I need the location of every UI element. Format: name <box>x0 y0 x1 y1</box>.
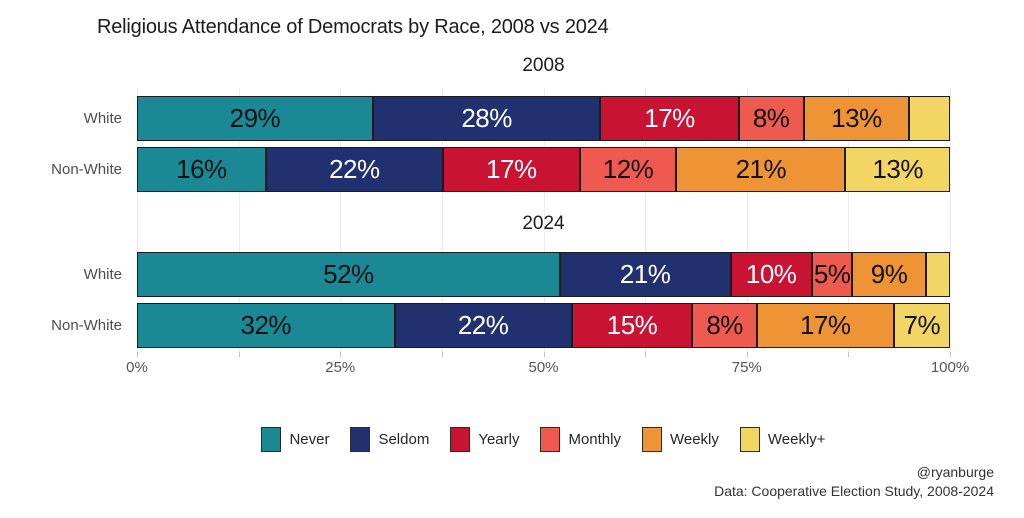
legend-item-weekly-plus: Weekly+ <box>739 427 826 452</box>
row-label: White <box>83 266 122 283</box>
bar-segment-weekly: 21% <box>676 147 846 192</box>
bar-segment-seldom: 22% <box>265 147 443 192</box>
x-axis-tick <box>645 352 647 357</box>
x-axis-tick <box>137 352 138 357</box>
bar-2024-white: 52% 21% 10% 5% 9% <box>137 252 951 297</box>
bar-segment-never: 16% <box>137 147 266 192</box>
gridline <box>848 88 850 354</box>
x-axis-tick <box>340 352 342 357</box>
x-axis-label: 50% <box>528 359 559 376</box>
legend-label: Weekly+ <box>767 431 826 448</box>
bar-2008-white: 29% 28% 17% 8% 13% <box>137 96 950 141</box>
legend-swatch-monthly <box>540 427 561 452</box>
bar-2024-non-white: 32% 22% 15% 8% 17% 7% <box>137 303 950 348</box>
x-axis-tick <box>238 352 240 357</box>
bar-segment-yearly: 10% <box>730 252 812 297</box>
panel-title-2024: 2024 <box>522 213 565 234</box>
gridline <box>645 88 647 354</box>
bar-segment-weekly-plus: 7% <box>893 303 950 348</box>
bar-segment-seldom: 28% <box>372 96 601 141</box>
x-axis-label: 75% <box>731 359 762 376</box>
legend-item-yearly: Yearly <box>450 427 519 452</box>
gridline <box>340 88 342 354</box>
attribution-source: Data: Cooperative Election Study, 2008-2… <box>714 483 994 499</box>
bar-segment-weekly-plus <box>925 252 951 297</box>
legend-label: Yearly <box>478 431 520 448</box>
gridline <box>441 88 443 354</box>
bar-segment-seldom: 22% <box>394 303 572 348</box>
bar-segment-never: 32% <box>137 303 395 348</box>
bar-segment-seldom: 21% <box>559 252 731 297</box>
legend-swatch-seldom <box>350 427 371 452</box>
bar-segment-weekly-plus <box>909 96 950 141</box>
chart-title: Religious Attendance of Democrats by Rac… <box>97 16 609 38</box>
legend-swatch-never <box>261 427 282 452</box>
bar-2008-non-white: 16% 22% 17% 12% 21% 13% <box>137 147 951 192</box>
bar-segment-weekly: 9% <box>852 252 926 297</box>
legend-label: Never <box>289 431 330 448</box>
bar-segment-never: 52% <box>137 252 560 297</box>
bar-segment-monthly: 5% <box>811 252 853 297</box>
gridline <box>137 88 138 354</box>
legend-item-never: Never <box>261 427 329 452</box>
gridline <box>950 88 951 354</box>
legend-swatch-weekly-plus <box>739 427 760 452</box>
row-label: Non-White <box>51 317 122 334</box>
bar-segment-monthly: 8% <box>738 96 804 141</box>
panel-title-2008: 2008 <box>522 55 565 76</box>
legend-label: Weekly <box>669 431 719 448</box>
legend-item-weekly: Weekly <box>641 427 719 452</box>
x-axis-tick <box>950 352 951 357</box>
legend-swatch-yearly <box>450 427 471 452</box>
row-label: Non-White <box>51 161 122 178</box>
bar-segment-weekly: 13% <box>803 96 910 141</box>
x-axis-tick <box>441 352 443 357</box>
bar-segment-monthly: 8% <box>692 303 757 348</box>
bar-segment-yearly: 17% <box>600 96 739 141</box>
bar-segment-never: 29% <box>137 96 373 141</box>
legend-item-seldom: Seldom <box>350 427 429 452</box>
legend-item-monthly: Monthly <box>540 427 621 452</box>
x-axis-label: 0% <box>126 359 148 376</box>
bar-segment-weekly-plus: 13% <box>845 147 951 192</box>
gridline <box>543 88 545 354</box>
x-axis-tick <box>543 352 545 357</box>
legend: Never Seldom Yearly Monthly Weekly Weekly+ <box>137 427 950 452</box>
gridline <box>746 88 748 354</box>
bar-segment-monthly: 12% <box>579 147 677 192</box>
bar-segment-yearly: 17% <box>442 147 580 192</box>
attribution-handle: @ryanburge <box>916 464 994 480</box>
gridline <box>238 88 240 354</box>
row-label: White <box>83 110 122 127</box>
x-axis-tick <box>746 352 748 357</box>
x-axis-label: 25% <box>325 359 356 376</box>
x-axis-tick <box>848 352 850 357</box>
bar-segment-yearly: 15% <box>571 303 693 348</box>
legend-swatch-weekly <box>641 427 662 452</box>
legend-label: Monthly <box>568 431 621 448</box>
attribution: @ryanburge Data: Cooperative Election St… <box>714 463 994 501</box>
x-axis-label: 100% <box>930 359 970 376</box>
bar-segment-weekly: 17% <box>756 303 894 348</box>
legend-label: Seldom <box>378 431 430 448</box>
